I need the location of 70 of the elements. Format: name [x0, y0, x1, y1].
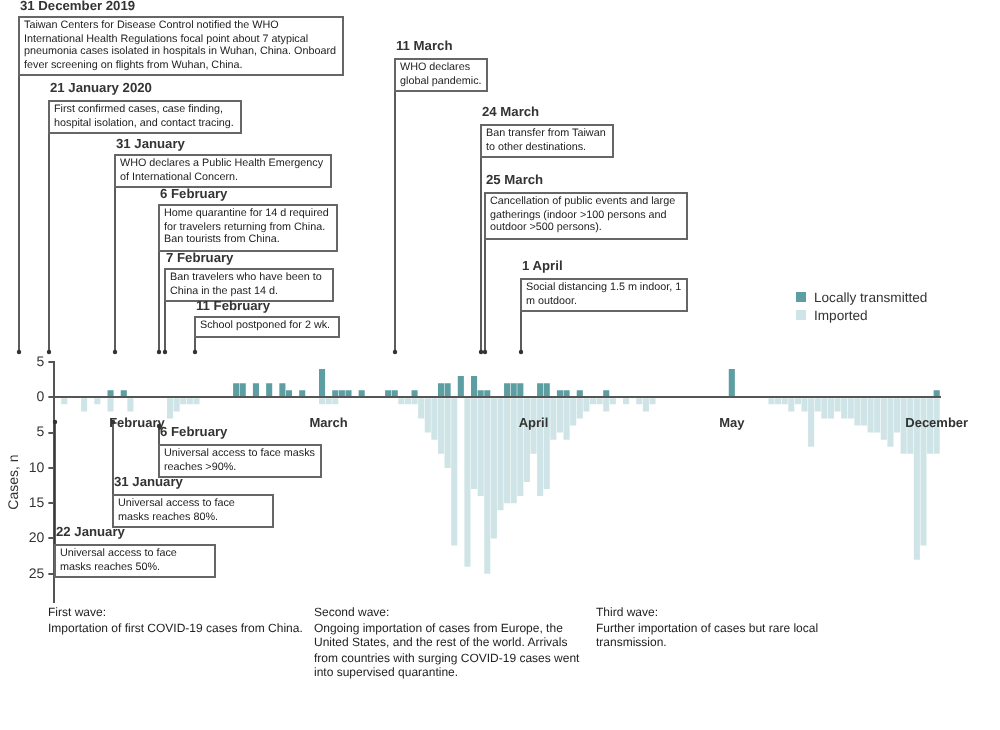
bar — [484, 398, 491, 574]
bar — [583, 398, 590, 412]
bar — [233, 383, 240, 397]
bar — [576, 398, 583, 419]
bar — [556, 390, 564, 397]
bar — [589, 398, 597, 405]
bar — [781, 398, 788, 405]
bar — [808, 398, 815, 447]
bar — [623, 398, 630, 405]
bar — [788, 398, 795, 412]
bar — [319, 398, 326, 405]
bar — [603, 398, 610, 412]
bar — [81, 398, 88, 412]
bar — [794, 398, 801, 405]
bar — [107, 398, 114, 412]
bar — [120, 390, 127, 397]
bar — [252, 383, 259, 397]
bar — [285, 390, 293, 397]
bar — [398, 398, 405, 405]
bar — [504, 383, 511, 397]
bar — [900, 398, 907, 454]
bar — [609, 398, 616, 405]
bar — [933, 390, 940, 397]
bar — [279, 383, 286, 397]
bar — [642, 398, 649, 412]
bar — [728, 369, 735, 397]
bar — [537, 383, 544, 397]
bar — [596, 398, 603, 405]
bar — [563, 398, 570, 440]
bar — [385, 390, 392, 397]
bar — [603, 390, 610, 397]
bar — [484, 390, 491, 397]
bar — [510, 383, 517, 397]
bar — [636, 398, 643, 405]
bar — [180, 398, 187, 405]
bar — [649, 398, 656, 405]
bar — [576, 390, 583, 397]
bar — [464, 398, 471, 567]
bar — [166, 398, 174, 419]
bar — [444, 383, 451, 397]
bar — [563, 390, 570, 397]
bar — [437, 383, 445, 397]
bar — [332, 390, 339, 397]
bar — [332, 398, 339, 405]
bar — [338, 390, 345, 397]
bar — [471, 376, 478, 397]
bar — [61, 398, 68, 405]
bar — [391, 390, 398, 397]
bar — [127, 398, 134, 412]
bar — [404, 398, 411, 405]
bar — [457, 376, 464, 397]
bar — [543, 383, 550, 397]
bar — [775, 398, 782, 405]
bar — [193, 398, 200, 405]
bar — [94, 398, 101, 405]
bar — [768, 398, 775, 405]
bar — [186, 398, 193, 405]
bar — [107, 390, 114, 397]
bar — [358, 390, 365, 397]
bar — [299, 390, 306, 397]
bar — [451, 398, 458, 546]
bar — [325, 398, 332, 405]
bar — [319, 369, 326, 397]
bar — [411, 390, 418, 397]
bar — [424, 398, 431, 433]
bar — [173, 398, 180, 412]
bar — [266, 383, 273, 397]
bar — [239, 383, 246, 397]
bar — [517, 383, 524, 397]
bar — [345, 390, 352, 397]
